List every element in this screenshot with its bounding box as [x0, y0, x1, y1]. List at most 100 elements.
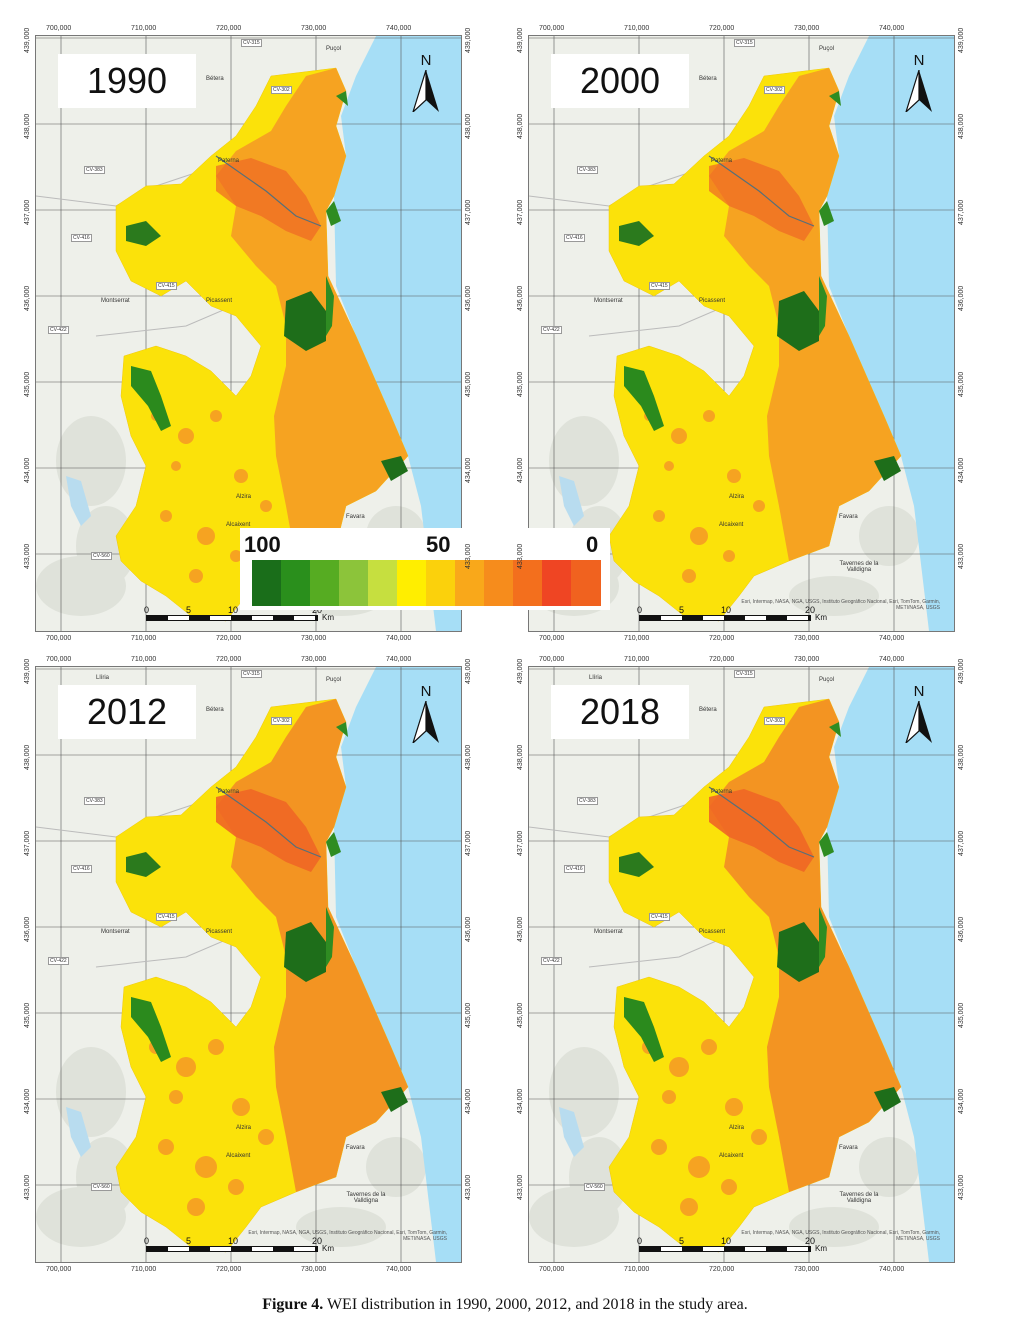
x-coordinate-top: 700,000 [539, 656, 565, 663]
urban-patch [723, 550, 735, 562]
y-coordinate-right: 437,000 [958, 199, 965, 225]
scale-tick-label: 5 [186, 605, 192, 615]
road-label-cv415: CV-415 [649, 913, 670, 921]
y-coordinate-right: 436,000 [958, 916, 965, 942]
place-label-lliria: Llíria [96, 675, 110, 681]
urban-patch [690, 527, 708, 545]
scale-tick-label: 20 [312, 605, 323, 615]
road-label-cv422: CV-422 [48, 957, 69, 965]
y-coordinate-left: 437,000 [24, 830, 31, 856]
legend-swatch [397, 560, 427, 606]
road-label-cv415: CV-415 [649, 282, 670, 290]
green-zone-coast [874, 456, 901, 481]
urban-patch [721, 1179, 737, 1195]
lake [66, 476, 91, 526]
place-label-betera: Bétera [206, 707, 224, 713]
y-coordinate-right: 438,000 [465, 113, 472, 139]
north-arrow-right-half [919, 701, 932, 743]
x-coordinate-top: 700,000 [539, 25, 565, 32]
green-zone-dunes [819, 907, 827, 967]
urban-patch [680, 1198, 698, 1216]
scale-tick-label: 20 [312, 1236, 323, 1246]
road-label-cv315: CV-315 [241, 39, 262, 47]
road-label-cv302: CV-302 [271, 86, 292, 94]
x-coordinate-bottom: 730,000 [794, 1266, 820, 1273]
y-coordinate-left: 439,000 [517, 658, 524, 684]
y-coordinate-right: 433,000 [465, 1174, 472, 1200]
urban-patch [160, 510, 172, 522]
place-label-alcaixent: Alcaixent [719, 522, 744, 528]
green-zone-port [819, 201, 834, 226]
lake [559, 1107, 584, 1157]
north-arrow-left-half [412, 70, 427, 112]
x-coordinate-bottom: 710,000 [131, 1266, 157, 1273]
river-line [215, 786, 322, 858]
green-zone-dunes [326, 276, 334, 336]
green-zone-natural-park [777, 922, 819, 982]
place-label-favara: Favara [839, 1145, 858, 1151]
x-coordinate-top: 730,000 [301, 656, 327, 663]
place-label-pucol: Puçol [819, 46, 835, 52]
year-label: 2018 [551, 685, 689, 739]
x-coordinate-top: 700,000 [46, 25, 72, 32]
place-label-pucol: Puçol [326, 46, 342, 52]
place-label-picassent: Picassent [699, 929, 726, 935]
urban-patch [230, 550, 242, 562]
y-coordinate-left: 438,000 [24, 744, 31, 770]
urban-patch [210, 410, 222, 422]
x-coordinate-top: 730,000 [794, 656, 820, 663]
x-coordinate-top: 710,000 [131, 656, 157, 663]
x-coordinate-top: 740,000 [386, 25, 412, 32]
place-label-tavernes: Tavernes de la Valldigna [346, 1192, 386, 1204]
y-coordinate-left: 435,000 [517, 1002, 524, 1028]
north-arrow-right-half [426, 701, 439, 743]
x-coordinate-bottom: 720,000 [216, 635, 242, 642]
y-coordinate-left: 433,000 [517, 1174, 524, 1200]
scale-unit-label: Km [322, 613, 334, 622]
north-arrow-left-half [905, 70, 920, 112]
road-label-cv302: CV-302 [271, 717, 292, 725]
wei-zone-very-low [709, 158, 814, 241]
north-arrow-label: N [913, 683, 925, 700]
place-label-pucol: Puçol [326, 677, 342, 683]
green-zone-natural-park [284, 291, 326, 351]
terrain-shading [36, 1187, 126, 1247]
scale-tick-label: 0 [637, 605, 643, 615]
y-coordinate-right: 435,000 [465, 371, 472, 397]
scale-tick-label: 5 [679, 605, 685, 615]
urban-patch [651, 1139, 667, 1155]
north-arrow-icon [412, 701, 439, 743]
y-coordinate-right: 433,000 [958, 543, 965, 569]
place-label-alzira: Alzira [236, 494, 252, 500]
road-label-cv416: CV-416 [564, 865, 585, 873]
place-label-paterna: Paterna [218, 789, 240, 795]
y-coordinate-right: 439,000 [958, 658, 965, 684]
urban-patch [669, 1057, 689, 1077]
x-coordinate-top: 740,000 [879, 25, 905, 32]
wei-zone-very-low [216, 158, 321, 241]
y-coordinate-left: 435,000 [24, 371, 31, 397]
road-label-cv422: CV-422 [541, 957, 562, 965]
legend-swatch [571, 560, 601, 606]
place-label-betera: Bétera [699, 76, 717, 82]
green-zone-coast [381, 456, 408, 481]
wei-zone-very-low [216, 789, 321, 872]
place-label-picassent: Picassent [206, 929, 233, 935]
urban-patch [662, 1090, 676, 1104]
terrain-shading [549, 416, 619, 506]
y-coordinate-left: 436,000 [24, 916, 31, 942]
road-label-cv383: CV-383 [577, 797, 598, 805]
north-arrow-icon [412, 70, 439, 112]
wei-zone-very-low [709, 789, 814, 872]
y-coordinate-left: 434,000 [24, 1088, 31, 1114]
y-coordinate-left: 434,000 [517, 1088, 524, 1114]
green-zone-port [326, 201, 341, 226]
road-label-cv383: CV-383 [84, 166, 105, 174]
scale-bar-graphic [639, 1246, 811, 1252]
north-arrow-icon [905, 701, 932, 743]
x-coordinate-bottom: 700,000 [539, 635, 565, 642]
x-coordinate-top: 700,000 [46, 656, 72, 663]
urban-patch [232, 1098, 250, 1116]
place-label-montserrat: Montserrat [594, 298, 623, 304]
terrain-shading [56, 416, 126, 506]
